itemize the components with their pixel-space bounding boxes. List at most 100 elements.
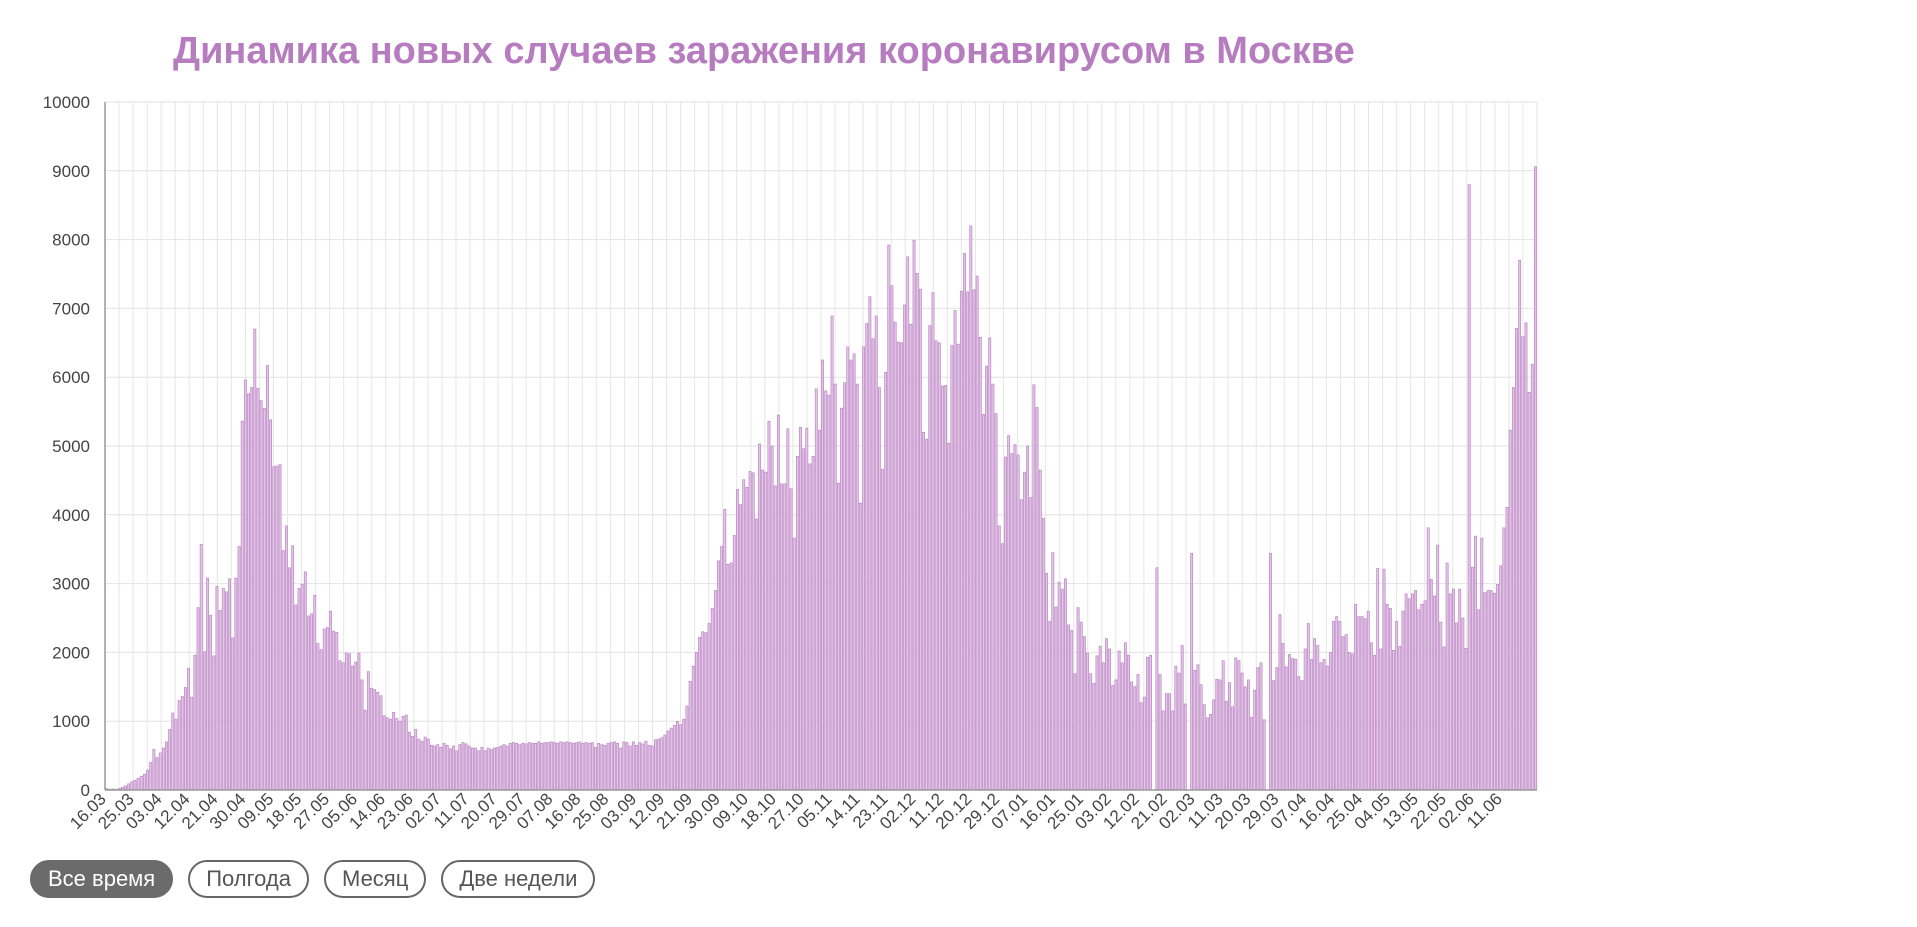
bar[interactable] (1038, 469, 1042, 791)
bar[interactable] (1139, 702, 1143, 791)
bar[interactable] (231, 637, 235, 791)
bar[interactable] (1448, 593, 1452, 791)
bar[interactable] (657, 738, 660, 791)
bar[interactable] (474, 747, 478, 791)
bar[interactable] (587, 742, 591, 791)
bar[interactable] (1228, 682, 1231, 791)
bar[interactable] (1004, 456, 1007, 791)
bar[interactable] (1218, 679, 1222, 791)
bar[interactable] (777, 414, 780, 791)
bar[interactable] (307, 615, 310, 791)
bar[interactable] (934, 340, 938, 791)
bar[interactable] (619, 747, 623, 791)
bar[interactable] (988, 337, 992, 791)
bar[interactable] (609, 742, 613, 791)
bar[interactable] (1234, 657, 1238, 791)
bar[interactable] (1534, 166, 1537, 791)
bar[interactable] (877, 387, 881, 791)
bar[interactable] (1379, 648, 1383, 791)
bar[interactable] (713, 590, 717, 791)
bar[interactable] (950, 345, 954, 791)
bar[interactable] (458, 744, 462, 791)
bar[interactable] (1127, 654, 1130, 791)
bar[interactable] (553, 742, 556, 791)
bar[interactable] (259, 400, 263, 791)
bar[interactable] (1237, 660, 1241, 791)
bar[interactable] (130, 781, 134, 791)
bar[interactable] (370, 687, 373, 791)
bar[interactable] (445, 744, 449, 791)
bar[interactable] (625, 742, 629, 791)
bar[interactable] (133, 780, 137, 791)
bar[interactable] (868, 296, 872, 791)
bar[interactable] (1338, 621, 1342, 791)
bar[interactable] (225, 591, 228, 791)
bar[interactable] (773, 485, 777, 791)
bar[interactable] (761, 469, 765, 791)
bar[interactable] (1168, 693, 1171, 791)
bar[interactable] (291, 545, 295, 791)
bar[interactable] (228, 578, 232, 791)
bar[interactable] (1196, 664, 1200, 791)
bar[interactable] (1146, 656, 1149, 791)
bar[interactable] (1376, 568, 1380, 791)
bar[interactable] (1120, 662, 1124, 791)
bar[interactable] (512, 742, 515, 791)
bar[interactable] (925, 438, 929, 791)
bar[interactable] (707, 623, 711, 791)
bar[interactable] (830, 315, 834, 791)
bar[interactable] (994, 413, 998, 791)
bar[interactable] (1086, 652, 1089, 791)
bar[interactable] (1316, 645, 1320, 791)
bar[interactable] (1067, 624, 1071, 791)
bar[interactable] (540, 742, 544, 791)
bar[interactable] (1023, 471, 1026, 791)
bar[interactable] (1294, 658, 1298, 791)
bar[interactable] (622, 741, 626, 791)
bar[interactable] (568, 742, 572, 791)
bar[interactable] (221, 588, 225, 791)
bar[interactable] (1240, 672, 1244, 791)
bar[interactable] (849, 359, 853, 791)
bar[interactable] (543, 742, 547, 791)
bar[interactable] (594, 747, 597, 791)
bar[interactable] (382, 715, 386, 791)
bar[interactable] (751, 472, 755, 791)
bar[interactable] (956, 343, 960, 791)
bar[interactable] (1382, 568, 1386, 791)
bar[interactable] (578, 741, 582, 791)
bar[interactable] (963, 253, 966, 791)
bar[interactable] (679, 724, 683, 791)
bar[interactable] (1250, 716, 1253, 791)
bar[interactable] (448, 748, 452, 791)
bar[interactable] (1284, 666, 1288, 791)
bar[interactable] (603, 744, 607, 791)
bar[interactable] (991, 383, 995, 791)
bar[interactable] (562, 742, 566, 791)
bar[interactable] (1149, 654, 1153, 791)
bar[interactable] (139, 775, 143, 791)
bar[interactable] (1278, 614, 1282, 791)
bar[interactable] (1007, 435, 1011, 791)
bar[interactable] (1344, 634, 1348, 791)
bar[interactable] (1256, 667, 1260, 791)
bar[interactable] (966, 291, 970, 791)
bar[interactable] (1489, 590, 1493, 791)
bar[interactable] (464, 743, 468, 791)
bar[interactable] (1515, 328, 1518, 791)
bar[interactable] (748, 471, 752, 791)
bar[interactable] (1089, 673, 1093, 791)
bar[interactable] (1442, 646, 1446, 791)
bar[interactable] (515, 742, 519, 791)
bar[interactable] (1505, 506, 1509, 791)
bar[interactable] (1354, 603, 1358, 791)
bar[interactable] (1401, 610, 1405, 791)
bar[interactable] (669, 727, 673, 791)
bar[interactable] (376, 691, 380, 791)
bar[interactable] (843, 382, 847, 791)
bar[interactable] (584, 742, 588, 791)
bar[interactable] (742, 479, 746, 791)
bar[interactable] (1351, 653, 1354, 791)
bar[interactable] (389, 718, 392, 791)
bar[interactable] (180, 696, 184, 791)
